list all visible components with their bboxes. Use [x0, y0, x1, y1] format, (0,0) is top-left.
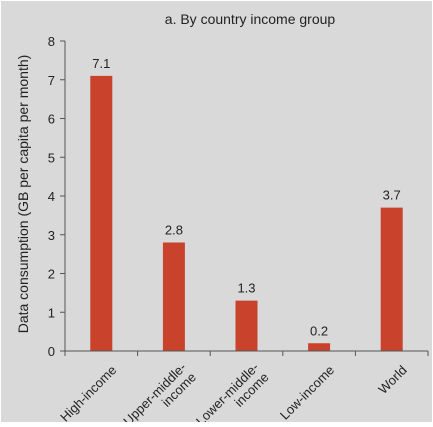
y-tick-label: 2 — [48, 267, 55, 282]
y-tick-label: 1 — [48, 305, 55, 320]
y-tick-label: 5 — [48, 150, 55, 165]
data-labels: 7.1 2.8 1.3 0.2 3.7 — [92, 56, 400, 338]
x-tick-label: Lower-middle-income — [193, 360, 272, 427]
y-tick-label: 8 — [48, 34, 55, 49]
y-tick-label: 0 — [48, 344, 55, 359]
x-tick-label: Low-income — [277, 362, 337, 422]
x-tick-label: Upper-middle-income — [120, 360, 199, 427]
y-tick-label: 6 — [48, 112, 55, 127]
y-axis-label: Data consumption (GB per capita per mont… — [15, 55, 31, 334]
y-tick-label: 3 — [48, 228, 55, 243]
y-axis: 0 1 2 3 4 5 6 7 8 — [48, 34, 66, 359]
bar — [380, 207, 403, 351]
x-tick-label-line: High-income — [57, 362, 119, 422]
bar — [90, 75, 113, 351]
bar-value-label: 1.3 — [237, 281, 255, 296]
bar — [308, 343, 331, 351]
bar-value-label: 2.8 — [165, 223, 183, 238]
bar — [162, 242, 185, 351]
bar-value-label: 0.2 — [310, 323, 328, 338]
chart-title: a. By country income group — [165, 11, 336, 27]
bar-series — [90, 75, 403, 351]
y-tick-label: 7 — [48, 73, 55, 88]
x-tick-label-line: World — [375, 362, 409, 396]
x-tick-label: High-income — [57, 362, 119, 424]
x-tick-label: World — [375, 362, 409, 396]
x-tick-label-line: Low-income — [277, 362, 337, 422]
x-axis: High-income Upper-middle-incomeLower-midd… — [57, 350, 429, 427]
bar-value-label: 7.1 — [92, 56, 110, 71]
y-tick-label: 4 — [48, 189, 55, 204]
bar-value-label: 3.7 — [383, 188, 401, 203]
bar — [235, 300, 258, 351]
